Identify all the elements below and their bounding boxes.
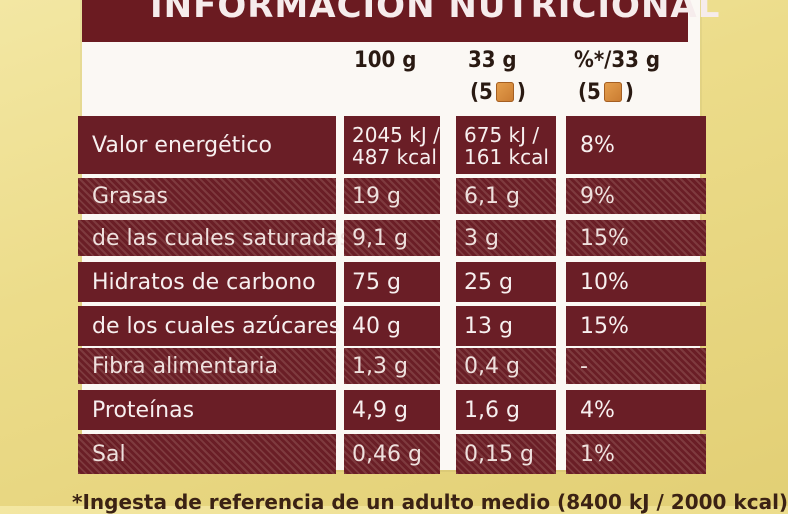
value-percent: 8% bbox=[566, 116, 706, 174]
serving-count: (5 bbox=[578, 80, 601, 105]
table-row: de los cuales azúcares 40 g 13 g 15% bbox=[78, 306, 710, 346]
table-row: Sal 0,46 g 0,15 g 1% bbox=[78, 434, 710, 474]
title-bar bbox=[82, 0, 688, 42]
value-33g-kj: 675 kJ / bbox=[464, 123, 540, 147]
value-percent: - bbox=[566, 348, 706, 384]
value-percent: 10% bbox=[566, 262, 706, 302]
footnote: *Ingesta de referencia de un adulto medi… bbox=[72, 490, 788, 514]
table-row: Valor energético 2045 kJ /487 kcal 675 k… bbox=[78, 116, 710, 174]
row-label: Proteínas bbox=[78, 390, 336, 430]
value-100g: 2045 kJ /487 kcal bbox=[344, 116, 440, 174]
row-label: Valor energético bbox=[78, 116, 336, 174]
value-percent: 4% bbox=[566, 390, 706, 430]
value-percent: 15% bbox=[566, 306, 706, 346]
serving-count: (5 bbox=[470, 80, 493, 105]
table-row: Grasas 19 g 6,1 g 9% bbox=[78, 178, 710, 214]
value-33g: 1,6 g bbox=[456, 390, 556, 430]
value-100g: 40 g bbox=[344, 306, 440, 346]
value-100g: 19 g bbox=[344, 178, 440, 214]
serving-paren: ) bbox=[516, 80, 526, 105]
value-33g: 13 g bbox=[456, 306, 556, 346]
value-33g: 0,4 g bbox=[456, 348, 556, 384]
row-label: de las cuales saturadas bbox=[78, 220, 351, 256]
nutrition-title: INFORMACIÓN NUTRICIONAL bbox=[150, 0, 721, 26]
row-label: Sal bbox=[78, 434, 336, 474]
value-percent: 15% bbox=[566, 220, 706, 256]
value-100g: 4,9 g bbox=[344, 390, 440, 430]
value-100g: 0,46 g bbox=[344, 434, 440, 474]
column-header-percent-servings: (5) bbox=[578, 80, 634, 105]
biscuit-icon bbox=[495, 82, 514, 102]
value-100g-kj: 2045 kJ / bbox=[352, 123, 440, 147]
column-header-100g: 100 g bbox=[354, 48, 417, 73]
column-header-33g: 33 g bbox=[468, 48, 517, 73]
value-100g: 1,3 g bbox=[344, 348, 440, 384]
row-label: Grasas bbox=[78, 178, 336, 214]
value-percent: 9% bbox=[566, 178, 706, 214]
value-100g: 9,1 g bbox=[344, 220, 440, 256]
biscuit-icon bbox=[603, 82, 622, 102]
value-33g-kcal: 161 kcal bbox=[464, 145, 549, 169]
table-row: Fibra alimentaria 1,3 g 0,4 g - bbox=[78, 348, 710, 384]
table-row: Proteínas 4,9 g 1,6 g 4% bbox=[78, 390, 710, 430]
value-33g: 0,15 g bbox=[456, 434, 556, 474]
column-header-33g-servings: (5) bbox=[470, 80, 526, 105]
value-percent: 1% bbox=[566, 434, 706, 474]
row-label: Fibra alimentaria bbox=[78, 348, 336, 384]
serving-paren: ) bbox=[624, 80, 634, 105]
value-33g: 6,1 g bbox=[456, 178, 556, 214]
value-33g: 25 g bbox=[456, 262, 556, 302]
table-row: de las cuales saturadas 9,1 g 3 g 15% bbox=[78, 220, 710, 256]
value-100g-kcal: 487 kcal bbox=[352, 145, 437, 169]
value-33g: 3 g bbox=[456, 220, 556, 256]
column-header-percent: %*/33 g bbox=[574, 48, 661, 73]
row-label: Hidratos de carbono bbox=[78, 262, 336, 302]
value-100g: 75 g bbox=[344, 262, 440, 302]
row-label: de los cuales azúcares bbox=[78, 306, 340, 346]
table-row: Hidratos de carbono 75 g 25 g 10% bbox=[78, 262, 710, 302]
value-33g: 675 kJ /161 kcal bbox=[456, 116, 556, 174]
